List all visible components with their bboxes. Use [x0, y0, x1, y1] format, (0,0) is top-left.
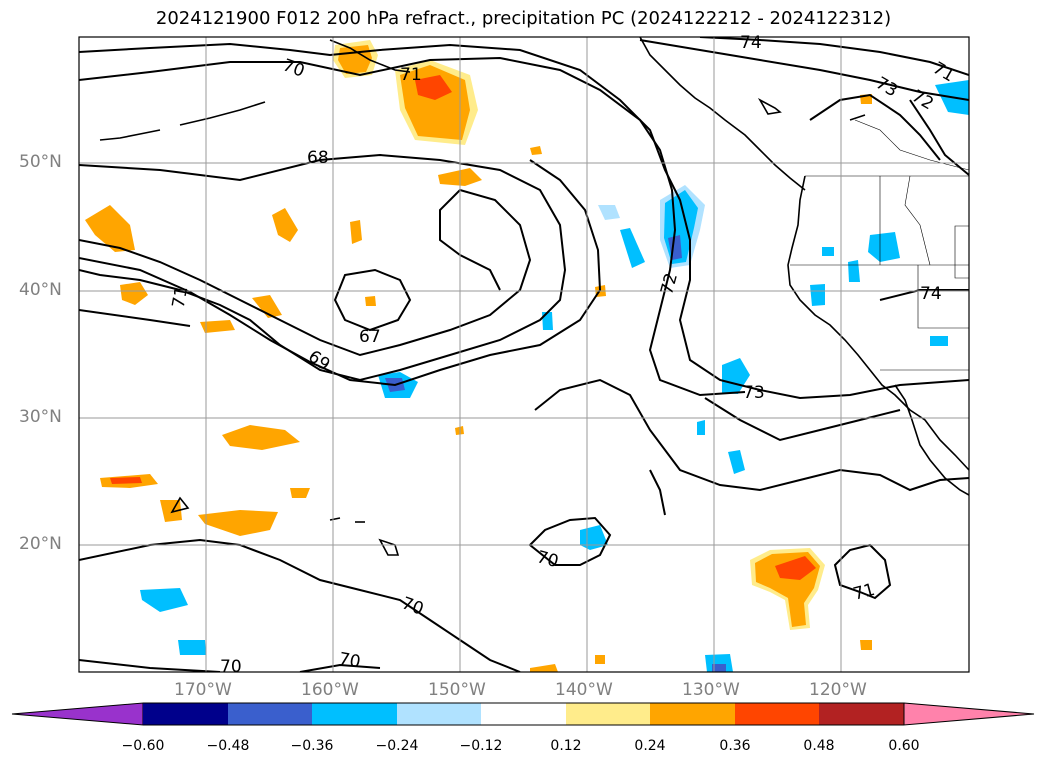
colorbar-tick-label: 0.12 [550, 738, 582, 754]
contour-label: 71 [400, 65, 422, 85]
colorbar-bin [566, 703, 650, 725]
lon-label: 120°W [809, 680, 867, 700]
colorbar-tick-label: −0.60 [121, 738, 165, 754]
lon-label: 170°W [174, 680, 232, 700]
graticule [79, 37, 969, 672]
colorbar-bin [397, 703, 481, 725]
lat-label: 50°N [19, 152, 62, 172]
contour-label: 67 [359, 327, 381, 347]
lon-label: 130°W [682, 680, 740, 700]
colorbar-tick-label: −0.48 [206, 738, 250, 754]
refractivity-contours [79, 37, 969, 672]
map-title: 2024121900 F012 200 hPa refract., precip… [155, 8, 892, 29]
contour-label: 68 [307, 148, 329, 168]
contour-label: 70 [220, 657, 242, 677]
contour-label: 74 [740, 33, 762, 53]
colorbar-bin [228, 703, 312, 725]
colorbar-extend-low [11, 702, 144, 726]
precip-negative-areas [140, 80, 969, 672]
colorbar-tick-label: −0.36 [290, 738, 334, 754]
contour-label: 71 [169, 285, 192, 310]
colorbar-bin [735, 703, 819, 725]
contour-label: 71 [851, 580, 877, 605]
colorbar-tick-label: −0.12 [459, 738, 503, 754]
contour-label: 70 [280, 55, 307, 81]
colorbar-bin [819, 703, 904, 725]
contour-label: 70 [337, 649, 362, 672]
contour-label: 73 [872, 73, 901, 101]
precip-positive-areas [85, 40, 872, 672]
colorbar-bin [650, 703, 735, 725]
contour-label: 70 [535, 547, 561, 572]
colorbar-bin [481, 703, 566, 725]
colorbar-tick-label: 0.48 [803, 738, 835, 754]
political-borders [790, 119, 969, 371]
colorbar-tick-label: 0.24 [634, 738, 666, 754]
lon-label: 140°W [555, 680, 613, 700]
map-border [78, 36, 970, 673]
lat-label: 40°N [19, 280, 62, 300]
colorbar-tick-label: 0.60 [888, 738, 920, 754]
lon-label: 150°W [428, 680, 486, 700]
contour-label: 74 [920, 284, 942, 304]
colorbar-tick-label: −0.24 [375, 738, 419, 754]
contour-label: 73 [743, 383, 765, 403]
lon-label: 160°W [301, 680, 359, 700]
colorbar-tick-label: 0.36 [719, 738, 751, 754]
contour-label: 72 [657, 271, 682, 297]
colorbar-bin [143, 703, 228, 725]
lat-label: 20°N [19, 534, 62, 554]
colorbar-extend-high [903, 702, 1035, 726]
lat-label: 30°N [19, 407, 62, 427]
colorbar-bin [312, 703, 397, 725]
colorbar [11, 702, 1035, 726]
coastlines [99, 37, 969, 556]
